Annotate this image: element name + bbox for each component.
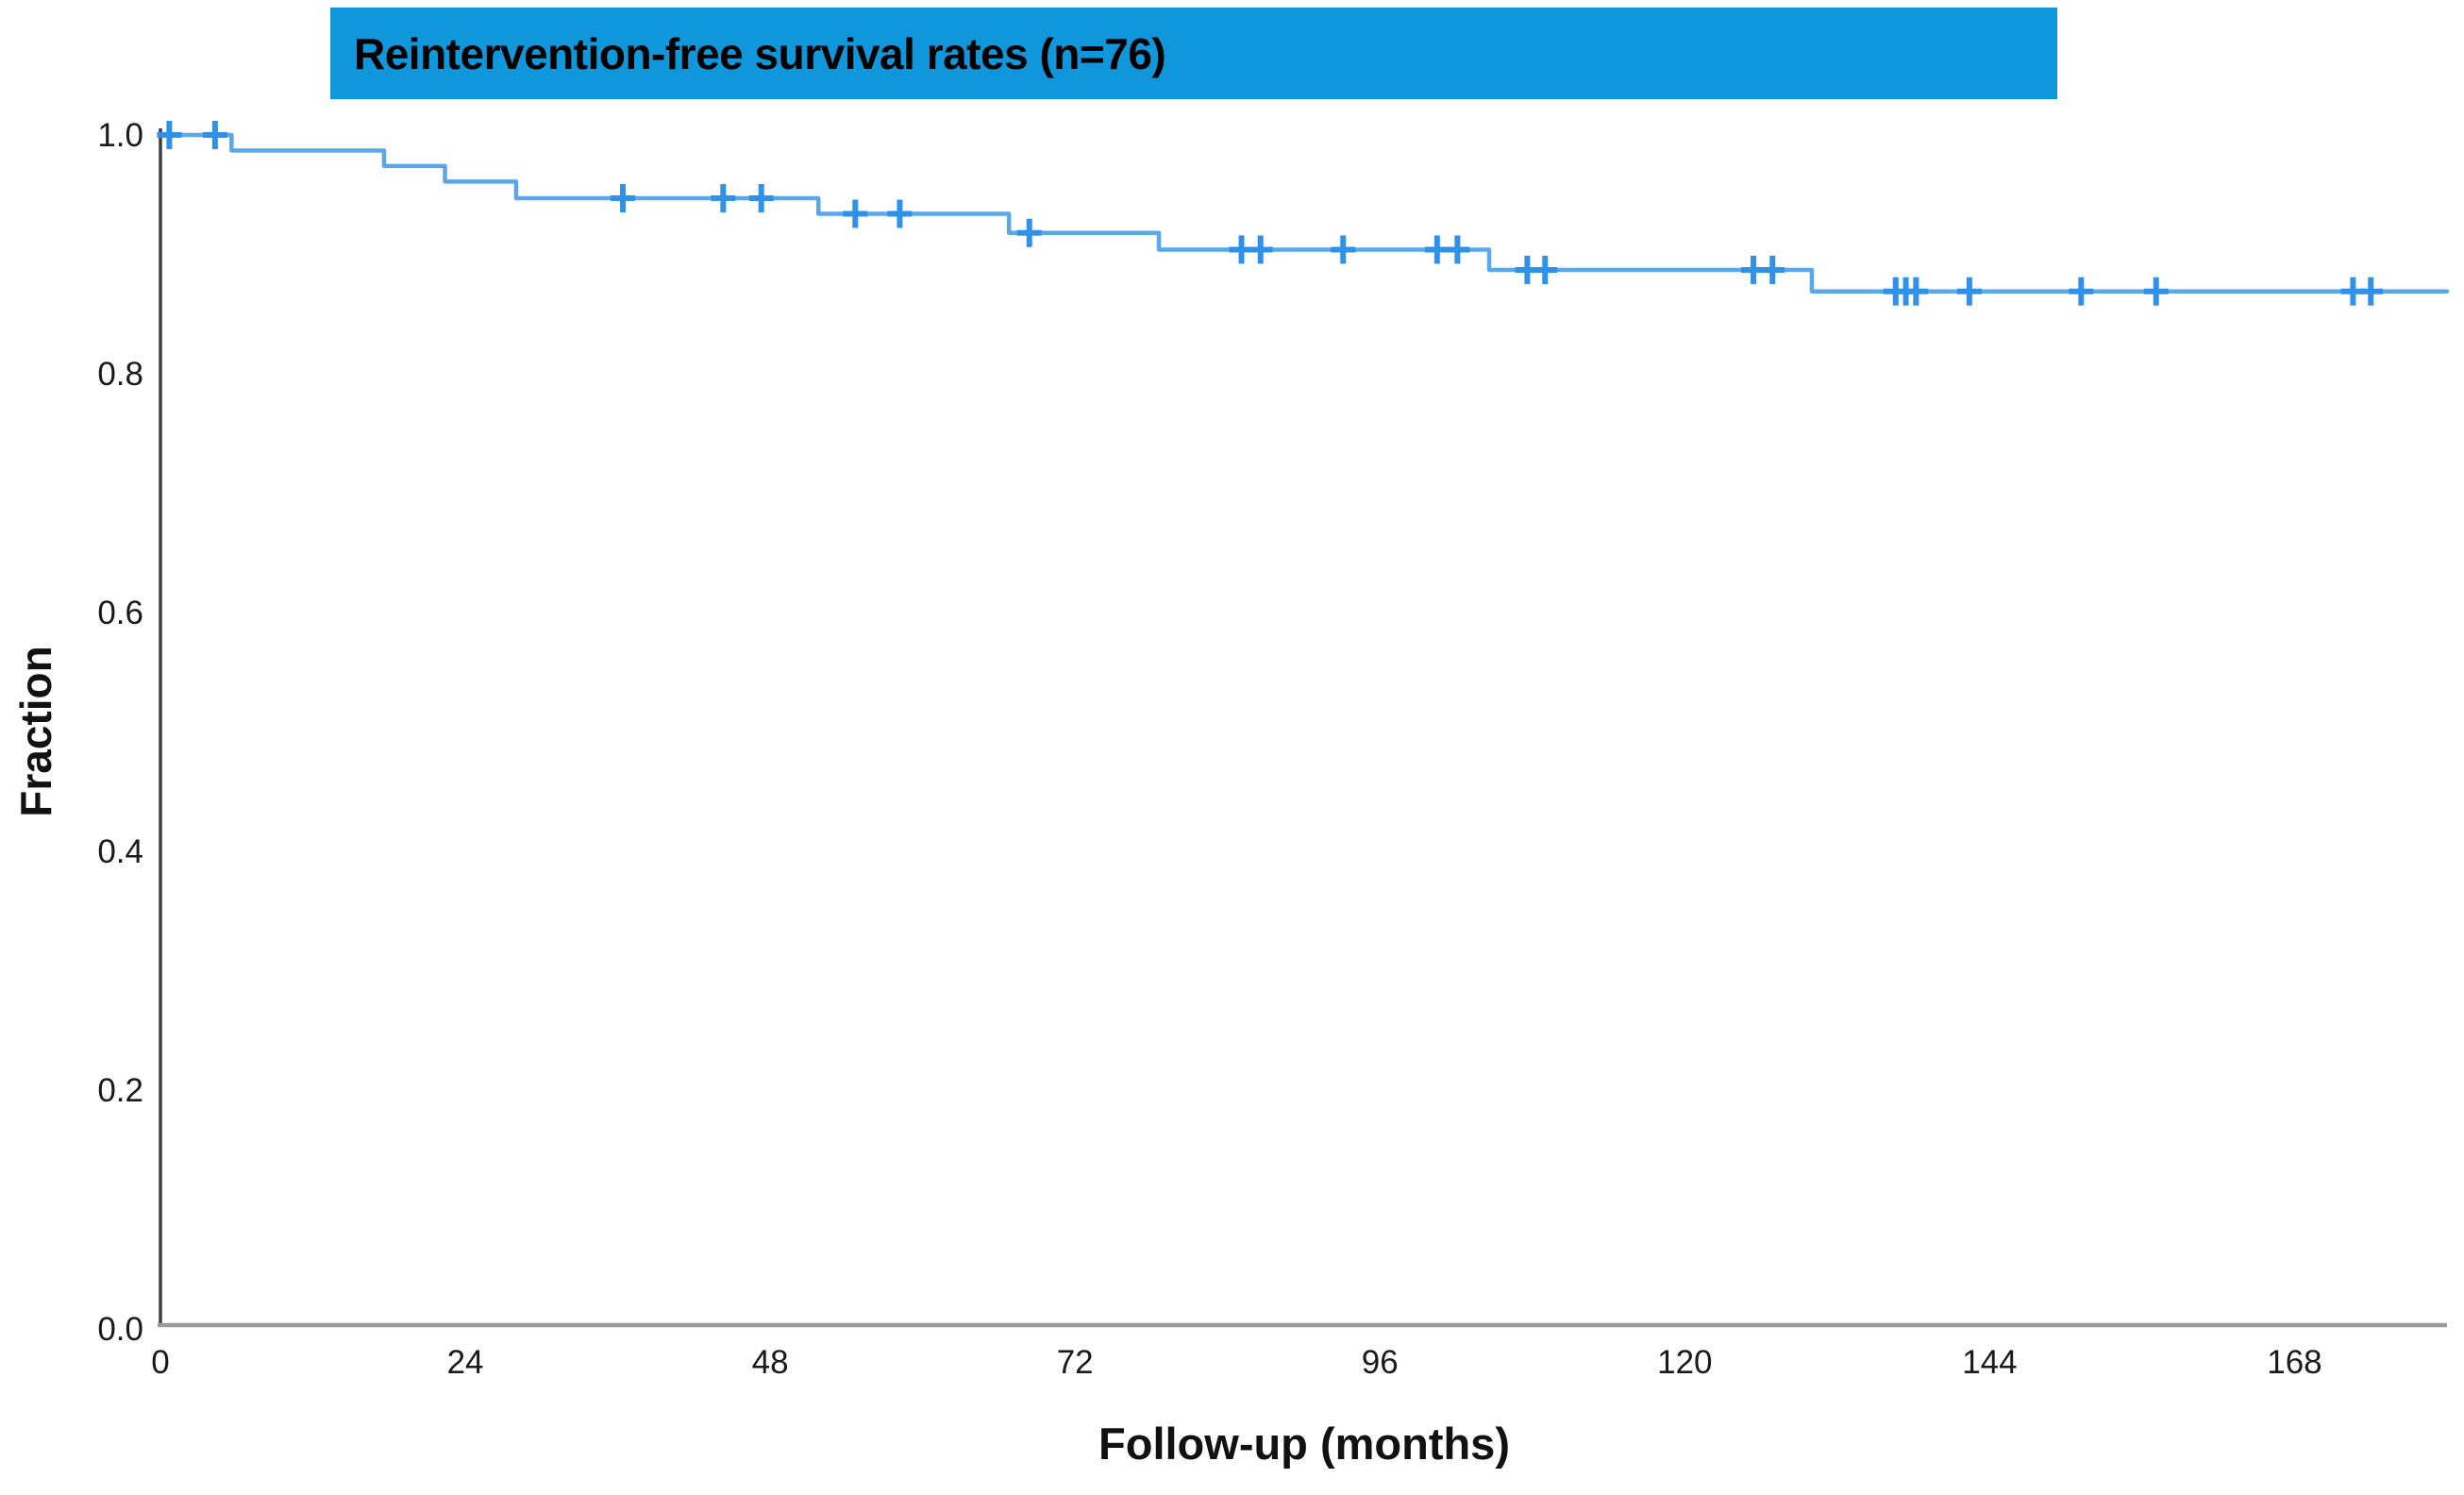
x-tick-label: 96 — [1362, 1344, 1399, 1381]
x-tick-label: 120 — [1657, 1344, 1712, 1381]
x-axis-tick-labels: 0 24 48 72 96 120 144 168 — [151, 1344, 2322, 1381]
axes — [158, 128, 2447, 1328]
x-tick-label: 24 — [447, 1344, 484, 1381]
x-tick-label: 48 — [752, 1344, 789, 1381]
x-tick-label: 168 — [2267, 1344, 2322, 1381]
x-tick-label: 72 — [1057, 1344, 1094, 1381]
x-axis-label: Follow-up (months) — [1098, 1419, 1510, 1469]
y-tick-label: 1.0 — [97, 117, 143, 154]
y-tick-label: 0.4 — [97, 833, 143, 870]
y-tick-label: 0.6 — [97, 595, 143, 631]
censor-marks — [157, 121, 2384, 306]
y-tick-label: 0.8 — [97, 356, 143, 393]
chart-title: Reintervention-free survival rates (n=76… — [354, 28, 1166, 78]
chart-title-banner: Reintervention-free survival rates (n=76… — [330, 8, 2057, 99]
y-axis-tick-labels: 1.0 0.8 0.6 0.4 0.2 0.0 — [97, 117, 143, 1348]
y-axis-label: Fraction — [11, 646, 60, 817]
x-tick-label: 144 — [1962, 1344, 2017, 1381]
survival-step-curve — [158, 132, 2450, 294]
x-tick-label: 0 — [151, 1344, 169, 1381]
y-tick-label: 0.0 — [97, 1311, 143, 1348]
y-tick-label: 0.2 — [97, 1072, 143, 1109]
